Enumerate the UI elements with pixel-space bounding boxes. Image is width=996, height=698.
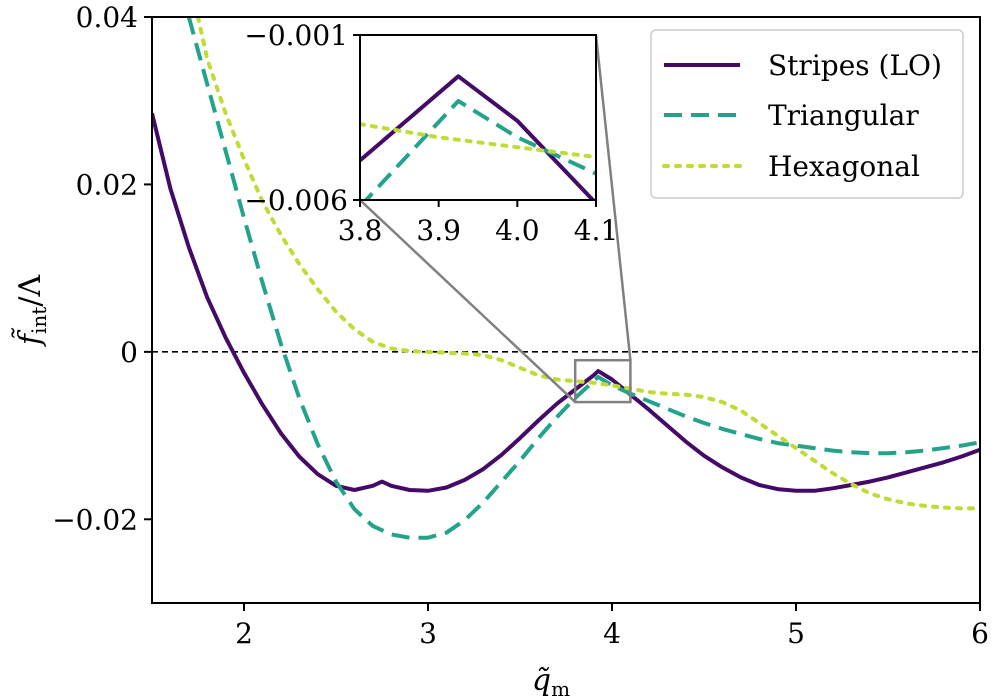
y-axis-label: f̃int/Λ <box>11 275 51 348</box>
inset-frame <box>359 34 597 201</box>
plot-frame <box>151 16 981 604</box>
x-axis-label: q̃m <box>532 663 570 698</box>
y-axis-ticks: 0.04 0.02 0 −0.02 <box>52 1 152 536</box>
y-tick-label: 0 <box>120 336 138 369</box>
y-tick-label: 0.04 <box>76 1 138 34</box>
inset-plot-area <box>360 35 596 200</box>
x-axis-label-sub: m <box>551 677 570 698</box>
x-axis-ticks: 2 3 4 5 6 <box>235 603 989 650</box>
zoom-region-box <box>573 358 632 404</box>
legend-label-triangular: Triangular <box>768 99 919 132</box>
inset-series-group <box>360 74 596 200</box>
y-tick-label: −0.02 <box>52 503 138 536</box>
inset-series-line-stripes <box>360 74 596 200</box>
y-axis-label-suffix: /Λ <box>13 275 48 307</box>
inset-x-tick-label: 3.8 <box>338 214 383 247</box>
inset-y-axis-ticks: −0.001 −0.006 <box>244 19 360 217</box>
y-axis-label-sub: int <box>27 307 51 334</box>
inset-series-line-triangular <box>363 99 596 200</box>
inset-y-tick-label: −0.001 <box>244 19 348 52</box>
x-tick-label: 5 <box>787 617 805 650</box>
inset-x-axis-ticks: 3.8 3.9 4.0 4.1 <box>338 200 619 247</box>
x-tick-label: 2 <box>235 617 253 650</box>
legend-box <box>650 29 964 199</box>
inset-x-tick-label: 4.0 <box>495 214 540 247</box>
inset-x-tick-label: 4.1 <box>574 214 619 247</box>
x-tick-label: 6 <box>971 617 989 650</box>
series-group <box>152 17 980 540</box>
inset-series-line-hexagonal <box>360 122 596 160</box>
series-line-stripes <box>152 112 980 493</box>
legend-label-stripes: Stripes (LO) <box>768 49 942 82</box>
x-tick-label: 3 <box>419 617 437 650</box>
inset-x-tick-label: 3.9 <box>416 214 461 247</box>
series-line-hexagonal <box>196 17 980 511</box>
zoom-connector-right <box>594 34 632 361</box>
x-axis-label-main: q̃ <box>532 663 551 698</box>
inset-y-tick-label: −0.006 <box>244 184 348 217</box>
series-line-triangular <box>186 17 980 540</box>
legend: Stripes (LO) Triangular Hexagonal <box>650 29 964 199</box>
y-tick-label: 0.02 <box>76 168 138 201</box>
zoom-indicator <box>359 34 632 404</box>
zoom-connector-left <box>359 199 577 403</box>
x-tick-label: 4 <box>603 617 621 650</box>
legend-label-hexagonal: Hexagonal <box>768 150 920 183</box>
